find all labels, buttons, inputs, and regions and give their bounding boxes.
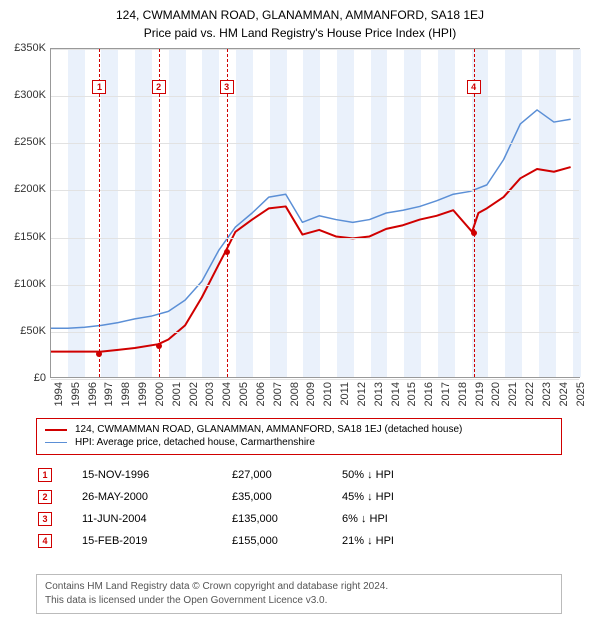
- event-line: [227, 49, 228, 377]
- event-row: 3 11-JUN-2004£135,0006% ↓ HPI: [36, 508, 562, 530]
- event-price: £155,000: [232, 535, 342, 547]
- gridline: [51, 379, 579, 380]
- events-table: 1 15-NOV-1996£27,00050% ↓ HPI 2 26-MAY-2000…: [36, 464, 562, 552]
- sale-point: [471, 230, 477, 236]
- event-number: 1: [38, 468, 52, 482]
- event-row: 4 15-FEB-2019£155,00021% ↓ HPI: [36, 530, 562, 552]
- event-number: 4: [38, 534, 52, 548]
- gridline: [51, 332, 579, 333]
- event-date: 15-NOV-1996: [82, 469, 232, 481]
- event-marker: 1: [92, 80, 106, 94]
- sale-point: [156, 343, 162, 349]
- event-line: [159, 49, 160, 377]
- y-tick-label: £200K: [8, 183, 46, 195]
- title-address: 124, CWMAMMAN ROAD, GLANAMMAN, AMMANFORD…: [0, 6, 600, 24]
- event-delta: 6% ↓ HPI: [342, 513, 562, 525]
- gridline: [51, 96, 579, 97]
- x-tick-label: 2025: [575, 382, 600, 406]
- event-delta: 45% ↓ HPI: [342, 491, 562, 503]
- legend-row: 124, CWMAMMAN ROAD, GLANAMMAN, AMMANFORD…: [45, 423, 553, 436]
- event-date: 15-FEB-2019: [82, 535, 232, 547]
- legend-swatch: [45, 429, 67, 431]
- footer-attribution: Contains HM Land Registry data © Crown c…: [36, 574, 562, 614]
- chart-container: 124, CWMAMMAN ROAD, GLANAMMAN, AMMANFORD…: [0, 0, 600, 620]
- y-tick-label: £100K: [8, 278, 46, 290]
- y-tick-label: £350K: [8, 42, 46, 54]
- event-delta: 50% ↓ HPI: [342, 469, 562, 481]
- event-line: [474, 49, 475, 377]
- event-date: 26-MAY-2000: [82, 491, 232, 503]
- legend-row: HPI: Average price, detached house, Carm…: [45, 436, 553, 449]
- gridline: [51, 190, 579, 191]
- event-row: 2 26-MAY-2000£35,00045% ↓ HPI: [36, 486, 562, 508]
- footer-line1: Contains HM Land Registry data © Crown c…: [45, 580, 553, 594]
- y-tick-label: £300K: [8, 89, 46, 101]
- plot-region: 1 2 3 4: [50, 48, 580, 378]
- gridline: [51, 143, 579, 144]
- event-line: [99, 49, 100, 377]
- line-layer: [51, 49, 579, 377]
- y-tick-label: £150K: [8, 231, 46, 243]
- event-date: 11-JUN-2004: [82, 513, 232, 525]
- footer-line2: This data is licensed under the Open Gov…: [45, 594, 553, 608]
- gridline: [51, 238, 579, 239]
- y-tick-label: £50K: [8, 325, 46, 337]
- event-price: £27,000: [232, 469, 342, 481]
- event-marker: 3: [220, 80, 234, 94]
- y-tick-label: £0: [8, 372, 46, 384]
- event-marker: 2: [152, 80, 166, 94]
- event-price: £35,000: [232, 491, 342, 503]
- event-row: 1 15-NOV-1996£27,00050% ↓ HPI: [36, 464, 562, 486]
- y-tick-label: £250K: [8, 136, 46, 148]
- sale-point: [96, 351, 102, 357]
- gridline: [51, 49, 579, 50]
- legend-label: 124, CWMAMMAN ROAD, GLANAMMAN, AMMANFORD…: [75, 424, 462, 435]
- legend-box: 124, CWMAMMAN ROAD, GLANAMMAN, AMMANFORD…: [36, 418, 562, 455]
- sale-point: [224, 249, 230, 255]
- price-line: [51, 167, 571, 352]
- gridline: [51, 285, 579, 286]
- event-marker: 4: [467, 80, 481, 94]
- event-delta: 21% ↓ HPI: [342, 535, 562, 547]
- legend-swatch: [45, 442, 67, 443]
- legend-label: HPI: Average price, detached house, Carm…: [75, 437, 315, 448]
- title-subtitle: Price paid vs. HM Land Registry's House …: [0, 24, 600, 42]
- title-block: 124, CWMAMMAN ROAD, GLANAMMAN, AMMANFORD…: [0, 0, 600, 42]
- event-price: £135,000: [232, 513, 342, 525]
- chart-area: 1 2 3 4 £0 £50K £100K £150K £200K £250K £300K £350…: [8, 44, 588, 414]
- event-number: 3: [38, 512, 52, 526]
- event-number: 2: [38, 490, 52, 504]
